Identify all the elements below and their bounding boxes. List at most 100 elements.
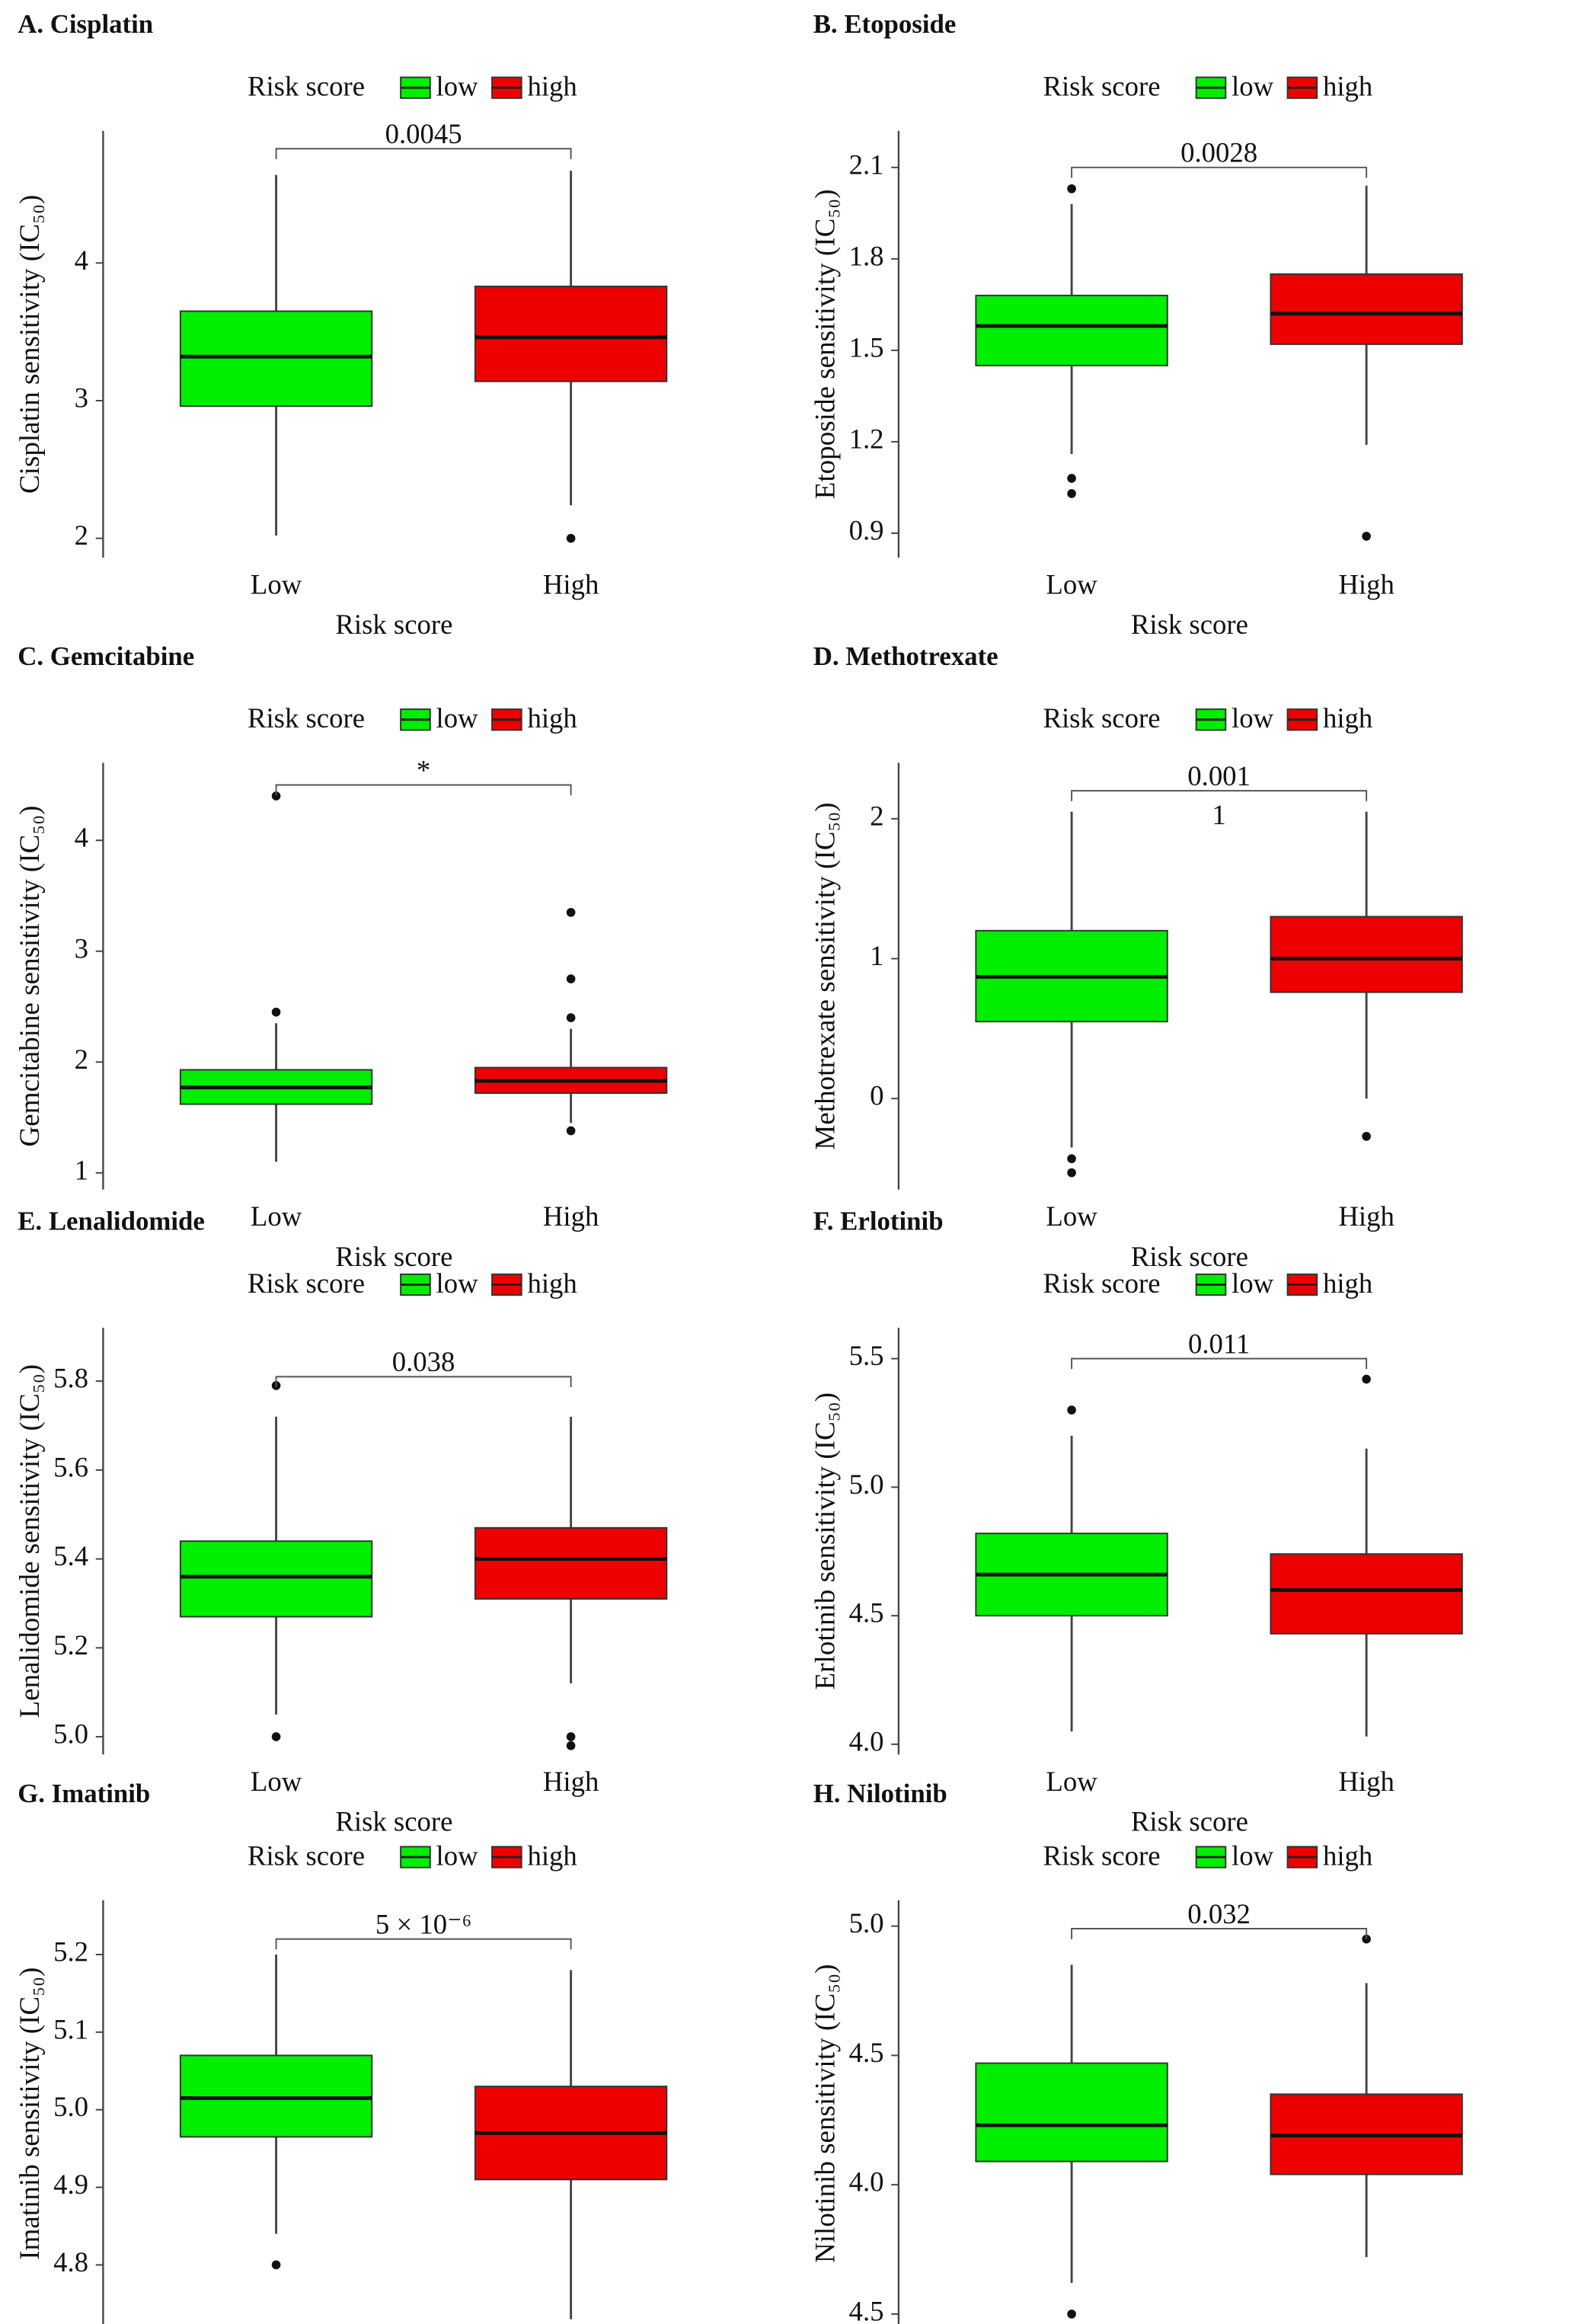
- y-tick-label: 4.5: [849, 1597, 884, 1628]
- y-tick-label: 5.5: [849, 1340, 884, 1371]
- y-axis-label: Nilotinib sensitivity (IC₅₀): [810, 1964, 842, 2263]
- x-tick-label: Low: [1046, 1200, 1097, 1232]
- panel-title: D. Methotrexate: [813, 641, 998, 671]
- significance-bracket: [275, 784, 572, 796]
- outlier: [1362, 1131, 1371, 1141]
- outlier: [271, 2260, 281, 2270]
- p-value: 1: [1212, 799, 1225, 830]
- p-value: 5 × 10⁻⁶: [375, 1908, 471, 1939]
- p-value: 0.038: [392, 1346, 455, 1377]
- legend-title: Risk score: [248, 702, 365, 734]
- significance-bracket: [1071, 1357, 1368, 1370]
- legend-label: low: [1232, 1840, 1273, 1871]
- outlier: [1067, 184, 1076, 193]
- legend-label: high: [1323, 702, 1372, 734]
- legend-label: low: [1232, 702, 1273, 734]
- x-tick-label: Low: [251, 1766, 302, 1797]
- x-axis-label: Risk score: [1131, 1805, 1248, 1837]
- y-tick-label: 1: [870, 940, 883, 971]
- box: [474, 286, 668, 382]
- box: [1270, 1553, 1463, 1635]
- outlier: [566, 974, 576, 983]
- y-tick-label: 5.0: [849, 1907, 884, 1939]
- x-tick-label: High: [1338, 1766, 1394, 1797]
- x-tick-label: High: [543, 568, 599, 599]
- outlier: [566, 1732, 576, 1741]
- y-tick-label: 0: [870, 1080, 883, 1111]
- outlier: [566, 1741, 576, 1750]
- y-tick-label: 5.6: [53, 1451, 88, 1482]
- y-tick-label: 4.8: [53, 2246, 88, 2278]
- panel-title: F. Erlotinib: [813, 1206, 944, 1236]
- legend-label: high: [527, 1840, 577, 1871]
- y-tick-label: 1.2: [849, 423, 884, 454]
- legend-label: low: [436, 1267, 478, 1299]
- y-tick-label: 5.2: [53, 1629, 88, 1661]
- y-tick-label: 4.9: [53, 2169, 88, 2200]
- outlier: [566, 1013, 576, 1022]
- outlier: [271, 1007, 281, 1017]
- significance-bracket: [1071, 1928, 1368, 1939]
- y-tick-label: 4: [75, 245, 88, 276]
- outlier: [1067, 2310, 1076, 2319]
- p-value: 0.0028: [1180, 137, 1257, 168]
- legend-title: Risk score: [1043, 1267, 1160, 1299]
- y-tick-label: 5.2: [53, 1936, 88, 1967]
- p-value: 0.001: [1187, 760, 1251, 791]
- y-axis-label: Methotrexate sensitivity (IC₅₀): [810, 802, 842, 1149]
- y-tick-label: 4.0: [849, 2166, 884, 2198]
- outlier: [1067, 1405, 1076, 1415]
- panel-title: B. Etoposide: [813, 9, 957, 39]
- x-axis-label: Risk score: [335, 1241, 452, 1272]
- panel-title: A. Cisplatin: [18, 9, 153, 39]
- legend-label: high: [1323, 1267, 1372, 1299]
- outlier: [566, 1126, 576, 1136]
- y-tick-label: 3: [75, 382, 88, 413]
- outlier: [1362, 1374, 1371, 1384]
- y-tick-label: 2: [75, 1044, 88, 1075]
- x-tick-label: High: [543, 1200, 599, 1232]
- p-value: 0.0045: [385, 118, 462, 149]
- box: [179, 2054, 373, 2138]
- p-value: *: [417, 754, 430, 785]
- x-axis-label: Risk score: [335, 609, 452, 640]
- significance-bracket: [275, 1938, 572, 1950]
- x-tick-label: Low: [1046, 1766, 1097, 1797]
- legend-label: low: [436, 70, 478, 101]
- x-tick-label: Low: [1046, 568, 1097, 599]
- x-tick-label: Low: [251, 568, 302, 599]
- box: [1270, 273, 1463, 345]
- y-tick-label: 1: [75, 1154, 88, 1185]
- box: [179, 310, 373, 408]
- legend-title: Risk score: [1043, 702, 1160, 734]
- p-value: 0.011: [1188, 1328, 1250, 1359]
- outlier: [566, 533, 576, 543]
- significance-bracket: [275, 148, 572, 159]
- legend-title: Risk score: [1043, 1840, 1160, 1871]
- x-axis-label: Risk score: [335, 1805, 452, 1837]
- legend-label: low: [436, 1840, 478, 1871]
- y-tick-label: 4.5: [849, 2295, 884, 2324]
- outlier: [1067, 489, 1076, 498]
- y-axis-label: Erlotinib sensitivity (IC₅₀): [810, 1392, 842, 1689]
- y-tick-label: 5.4: [53, 1540, 88, 1571]
- y-tick-label: 2: [75, 519, 88, 551]
- legend-title: Risk score: [248, 1840, 365, 1871]
- legend-label: high: [527, 1267, 577, 1299]
- y-axis-label: Lenalidomide sensitivity (IC₅₀): [14, 1364, 46, 1718]
- legend-label: high: [1323, 70, 1372, 101]
- legend-title: Risk score: [248, 1267, 365, 1299]
- y-tick-label: 5.0: [53, 2091, 88, 2122]
- significance-bracket: [275, 1376, 572, 1388]
- legend-label: low: [1232, 1267, 1273, 1299]
- outlier: [1067, 1154, 1076, 1164]
- box: [179, 1540, 373, 1618]
- significance-bracket: [1071, 166, 1368, 178]
- y-axis-label: Cisplatin sensitivity (IC₅₀): [14, 195, 46, 494]
- y-tick-label: 1.5: [849, 331, 884, 363]
- y-axis-label: Imatinib sensitivity (IC₅₀): [14, 1968, 46, 2260]
- legend-label: low: [1232, 70, 1273, 101]
- x-tick-label: High: [1338, 1200, 1394, 1232]
- outlier: [271, 1732, 281, 1741]
